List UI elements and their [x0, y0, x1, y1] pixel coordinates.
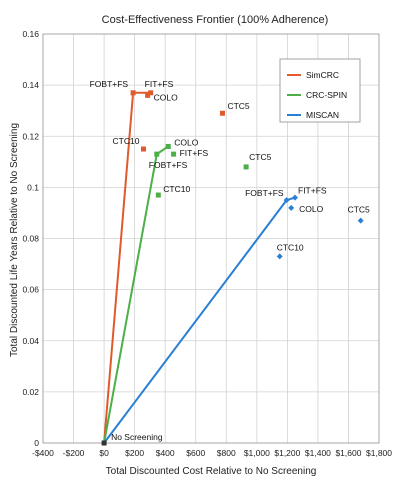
data-point — [171, 151, 177, 157]
y-tick-label: 0.06 — [22, 285, 39, 295]
x-tick-label: $600 — [186, 448, 205, 458]
data-label: FIT+FS — [145, 79, 174, 89]
x-tick-label: $1,200 — [274, 448, 300, 458]
chart-title: Cost-Effectiveness Frontier (100% Adhere… — [102, 14, 329, 26]
data-point — [288, 204, 295, 211]
frontier-line-miscan — [103, 196, 296, 444]
y-tick-label: 0 — [34, 438, 39, 448]
data-point — [283, 197, 290, 204]
data-label: CTC10 — [277, 242, 304, 252]
data-point — [165, 143, 171, 149]
y-tick-label: 0.04 — [22, 336, 39, 346]
legend-box — [279, 58, 361, 123]
y-tick-label: 0.12 — [22, 131, 39, 141]
frontier-line-crc-spin — [103, 145, 169, 444]
x-tick-label: $200 — [125, 448, 144, 458]
y-tick-label: 0.1 — [27, 182, 39, 192]
data-label: CTC5 — [249, 152, 271, 162]
data-label: FOBT+FS — [90, 79, 129, 89]
plot-area-frame — [42, 33, 380, 444]
x-tick-label: $1,800 — [366, 448, 392, 458]
x-tick-label: -$200 — [63, 448, 85, 458]
data-label: CTC10 — [163, 184, 190, 194]
data-label: CTC5 — [227, 101, 249, 111]
data-point — [145, 92, 151, 98]
data-point — [130, 90, 136, 96]
y-axis-title: Total Discounted Life Years Relative to … — [9, 123, 20, 357]
data-label: FOBT+FS — [149, 160, 188, 170]
data-label: COLO — [154, 92, 178, 102]
legend-label: SimCRC — [306, 70, 339, 80]
origin-label: No Screening — [111, 432, 163, 442]
point-labels: FOBT+FS FIT+FSCOLOCTC10CTC5FOBT+FSCOLOFIT… — [90, 79, 370, 442]
origin-point — [101, 440, 107, 446]
series-layer — [101, 90, 364, 446]
y-tick-label: 0.16 — [22, 29, 39, 39]
x-tick-label: $1,400 — [305, 448, 331, 458]
data-label: COLO — [299, 204, 323, 214]
data-point — [276, 253, 283, 260]
axes: -$400 -$200 $0 $200 $400 $600 $800 $1,000 $1,200… — [22, 29, 392, 458]
data-point — [357, 217, 364, 224]
x-tick-label: $0 — [99, 448, 109, 458]
data-label: FIT+FS — [180, 148, 209, 158]
data-label: CTC5 — [348, 205, 370, 215]
data-label: FOBT+FS — [245, 188, 284, 198]
data-point — [155, 192, 161, 198]
y-tick-label: 0.14 — [22, 80, 39, 90]
data-point — [292, 194, 298, 201]
legend-label: MISCAN — [306, 110, 339, 120]
y-tick-label: 0.02 — [22, 387, 39, 397]
data-label: FIT+FS — [298, 186, 327, 196]
x-tick-label: $400 — [156, 448, 175, 458]
data-point — [148, 90, 154, 96]
x-tick-label: $1,600 — [335, 448, 361, 458]
x-axis-title: Total Discounted Cost Relative to No Scr… — [106, 466, 317, 477]
data-label: COLO — [174, 137, 198, 147]
data-point — [140, 146, 146, 152]
data-point — [154, 151, 160, 157]
data-point — [219, 110, 225, 116]
legend-label: CRC-SPIN — [306, 90, 347, 100]
data-point — [243, 164, 249, 170]
data-label: CTC10 — [113, 136, 140, 146]
x-tick-label: -$400 — [32, 448, 54, 458]
x-tick-label: $1,000 — [244, 448, 270, 458]
x-tick-label: $800 — [217, 448, 236, 458]
y-tick-label: 0.08 — [22, 234, 39, 244]
legend: SimCRC CRC-SPIN MISCAN — [279, 58, 361, 123]
